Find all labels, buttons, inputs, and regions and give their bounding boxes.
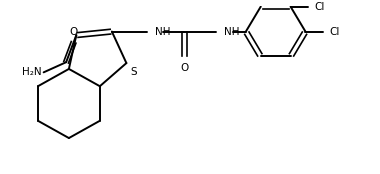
Text: H₂N: H₂N: [22, 67, 42, 77]
Text: O: O: [180, 63, 188, 73]
Text: O: O: [70, 27, 78, 37]
Text: NH: NH: [155, 26, 170, 37]
Text: Cl: Cl: [314, 2, 325, 12]
Text: S: S: [130, 67, 137, 77]
Text: NH: NH: [224, 26, 239, 37]
Text: Cl: Cl: [329, 26, 340, 37]
